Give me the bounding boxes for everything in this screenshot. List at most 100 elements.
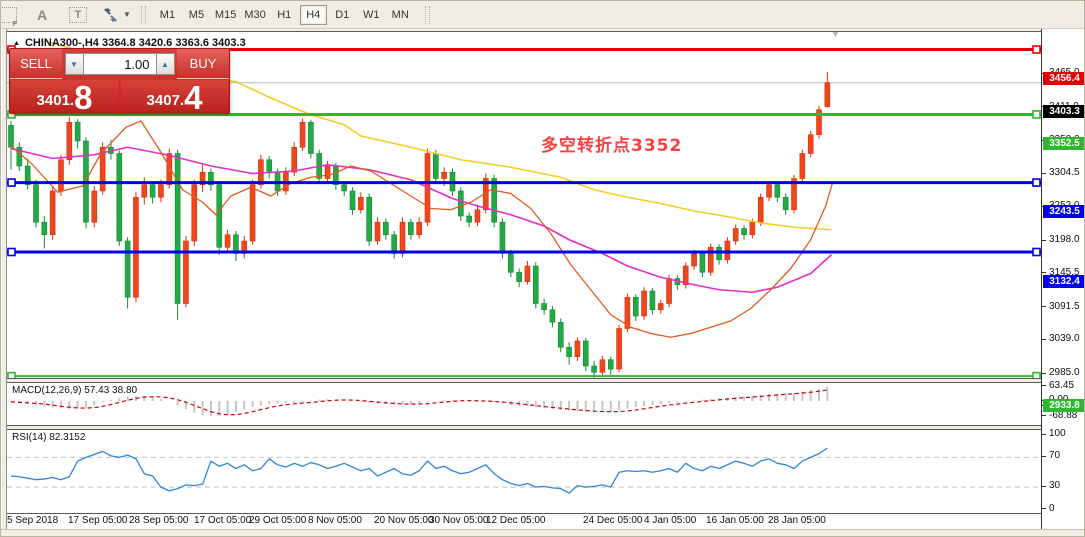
- timeframe-button-mn[interactable]: MN: [391, 8, 409, 21]
- macd-panel: MACD(12,26,9) 57.43 38.80: [7, 382, 1041, 426]
- bid-main-digits: 3401: [36, 92, 70, 109]
- rsi-tick-dash: [1042, 485, 1046, 487]
- ma-magenta-line: [10, 146, 833, 294]
- text-label-icon[interactable]: A: [36, 6, 48, 23]
- time-axis-label: 5 Sep 2018: [7, 515, 59, 526]
- axis-tick-label: 3039.0: [1049, 333, 1080, 345]
- rsi-tick-label: 70: [1049, 450, 1061, 462]
- time-axis-label: 24 Dec 05:00: [583, 515, 643, 526]
- time-axis-label: 20 Nov 05:00: [374, 515, 434, 526]
- macd-chart[interactable]: [7, 383, 1041, 425]
- collapse-triangle-icon[interactable]: ▲: [13, 39, 20, 47]
- rsi-panel: RSI(14) 82.3152: [7, 429, 1041, 514]
- ma-orange-line: [10, 120, 833, 338]
- trade-panel-price-row: 3401. 8 3407. 4: [10, 80, 229, 114]
- window-bottom-edge: [1, 529, 1084, 536]
- timeframe-button-m1[interactable]: M1: [159, 8, 176, 21]
- bid-price[interactable]: 3401. 8: [11, 80, 118, 114]
- bid-big-digit: 8: [74, 79, 93, 116]
- dropdown-caret-icon[interactable]: ▼: [123, 10, 131, 19]
- axis-tick-dash: [1042, 272, 1046, 274]
- price-badge: 3456.4: [1043, 72, 1084, 85]
- grid-f-label: F: [12, 20, 17, 28]
- macd-signal-line: [10, 389, 828, 416]
- window-left-edge: [1, 29, 7, 529]
- macd-tick-label: -68.88: [1049, 409, 1078, 421]
- macd-tick-dash: [1042, 385, 1046, 387]
- price-badge: 2933.8: [1043, 398, 1084, 412]
- chart-title: ▲ CHINA300-,H4 3364.8 3420.6 3363.6 3403…: [13, 37, 246, 49]
- axis-tick-label: 3091.5: [1049, 300, 1080, 312]
- line-handle[interactable]: [1032, 247, 1041, 257]
- line-handle[interactable]: [1032, 45, 1041, 54]
- candles: [8, 71, 831, 378]
- time-axis-label: 12 Dec 05:00: [486, 515, 546, 526]
- axis-tick-dash: [1042, 338, 1046, 340]
- rsi-tick-label: 0: [1049, 502, 1055, 514]
- price-badge: 3132.4: [1043, 274, 1084, 288]
- diagonal-arrows-glyph: [104, 7, 117, 22]
- volume-decrease-button[interactable]: ▼: [64, 53, 84, 75]
- time-axis-label: 28 Sep 05:00: [129, 515, 189, 526]
- scroll-end-marker-icon: ▼: [831, 31, 840, 39]
- time-axis-label: 29 Oct 05:00: [249, 515, 307, 526]
- line-handle[interactable]: [1032, 371, 1041, 378]
- rsi-tick-dash: [1042, 508, 1046, 509]
- current-price-badge: 3403.3: [1043, 105, 1084, 119]
- axis-tick-dash: [1042, 306, 1046, 308]
- ask-main-digits: 3407: [146, 92, 180, 109]
- timeframe-button-h1[interactable]: H1: [277, 8, 292, 21]
- rsi-tick-dash: [1042, 455, 1046, 457]
- ask-big-digit: 4: [184, 79, 203, 116]
- buy-button[interactable]: BUY: [177, 49, 229, 79]
- timeframe-button-m5[interactable]: M5: [188, 8, 205, 21]
- timeframe-button-d1[interactable]: D1: [335, 8, 350, 21]
- timeframe-button-m15[interactable]: M15: [214, 8, 237, 21]
- axis-tick-dash: [1042, 239, 1046, 241]
- axis-tick-label: 3304.5: [1049, 167, 1080, 179]
- time-axis[interactable]: 5 Sep 2018 17 Sep 05:00 28 Sep 05:00 17 Oct…: [7, 514, 1041, 529]
- time-axis-label: 16 Jan 05:00: [706, 515, 764, 526]
- trade-panel-top-row: SELL ▼ 1.00 ▲ BUY: [10, 49, 229, 79]
- timeframe-button-m30[interactable]: M30: [244, 8, 266, 21]
- line-handle[interactable]: [7, 178, 16, 187]
- one-click-trade-panel: SELL ▼ 1.00 ▲ BUY 3401. 8 3407. 4: [9, 48, 230, 114]
- main-chart-panel: ▲ CHINA300-,H4 3364.8 3420.6 3363.6 3403…: [7, 31, 1041, 379]
- ask-separator: .: [179, 92, 185, 109]
- time-axis-label: 8 Nov 05:00: [308, 515, 362, 526]
- toolbar-grip-2: [424, 5, 430, 24]
- time-axis-label: 17 Oct 05:00: [194, 515, 252, 526]
- diagonal-arrows-icon[interactable]: [101, 7, 121, 23]
- price-badge: 3352.5: [1043, 136, 1084, 150]
- time-axis-label: 30 Nov 05:00: [429, 515, 489, 526]
- line-handle[interactable]: [7, 247, 16, 257]
- time-axis-label: 4 Jan 05:00: [644, 515, 697, 526]
- axis-tick-dash: [1042, 372, 1046, 374]
- text-box-icon[interactable]: T: [69, 6, 87, 23]
- time-axis-label: 28 Jan 05:00: [768, 515, 826, 526]
- rsi-chart[interactable]: [7, 430, 1041, 513]
- candlestick-chart[interactable]: [7, 32, 1041, 378]
- axis-tick-label: 3145.5: [1049, 266, 1080, 278]
- rsi-line: [10, 447, 828, 494]
- line-handle[interactable]: [7, 371, 16, 378]
- axis-tick-label: 2985.0: [1049, 367, 1080, 379]
- volume-increase-button[interactable]: ▲: [155, 53, 175, 75]
- chart-annotation: 多空转折点3352: [541, 136, 683, 156]
- toolbar: F A T ▼ M1 M5 M15 M30 H1 H4 D1 W1 MN: [1, 1, 1084, 29]
- timeframe-button-h4[interactable]: H4: [299, 4, 327, 25]
- line-handle[interactable]: [1032, 178, 1041, 187]
- rsi-tick-dash: [1042, 433, 1046, 435]
- volume-control: ▼ 1.00 ▲: [62, 49, 177, 79]
- toolbar-grip: [140, 5, 146, 24]
- line-handle[interactable]: [1032, 110, 1041, 119]
- ask-price[interactable]: 3407. 4: [121, 80, 228, 114]
- rsi-tick-label: 100: [1049, 428, 1066, 439]
- grid-f-icon[interactable]: F: [2, 6, 17, 28]
- rsi-tick-label: 30: [1049, 480, 1061, 492]
- rsi-label: RSI(14) 82.3152: [12, 432, 86, 443]
- sell-button[interactable]: SELL: [10, 49, 62, 79]
- volume-input[interactable]: 1.00: [83, 53, 156, 75]
- price-axis[interactable]: 3465.03411.03358.03304.53252.03198.03145…: [1041, 29, 1084, 529]
- timeframe-button-w1[interactable]: W1: [362, 8, 380, 21]
